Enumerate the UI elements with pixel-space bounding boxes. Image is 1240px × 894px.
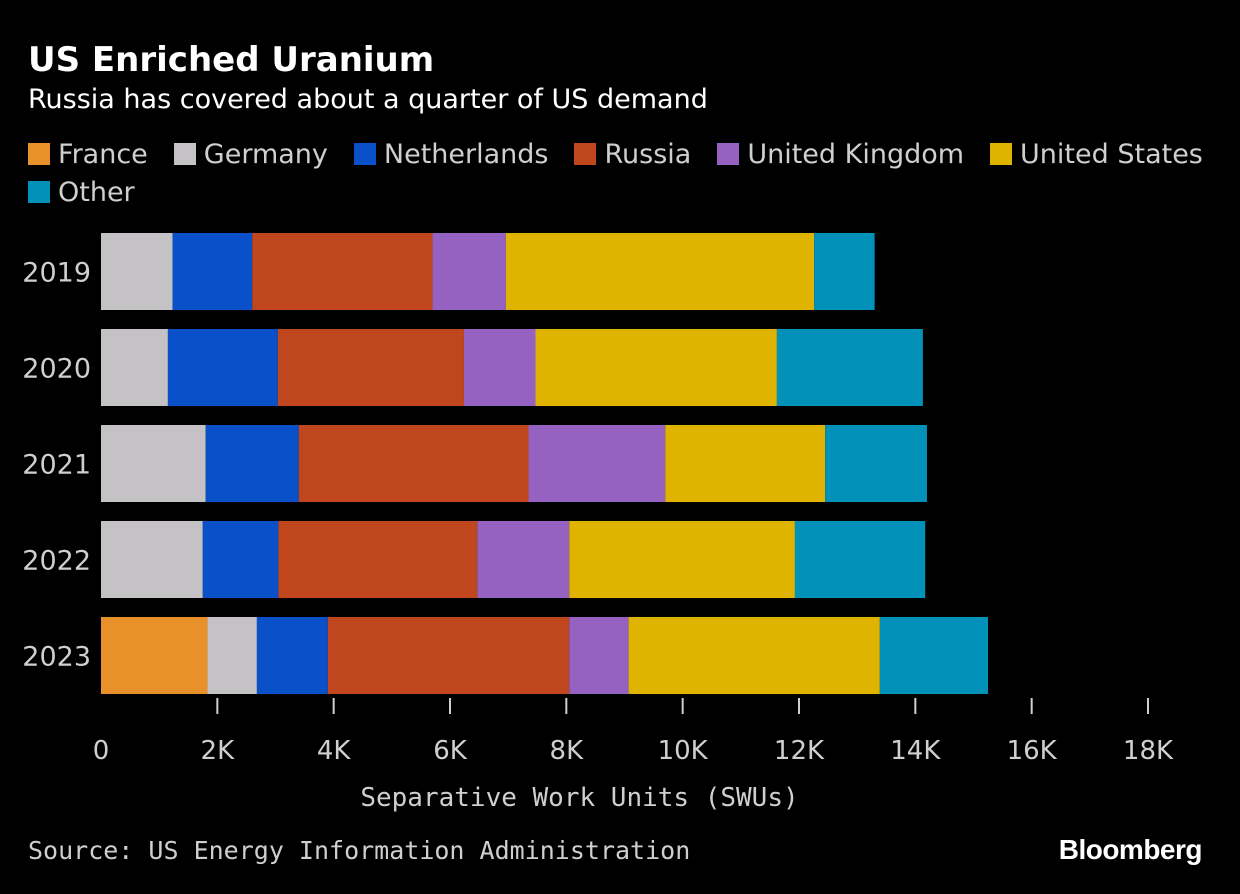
bar-segment-germany-2019 — [101, 233, 173, 310]
bar-group-2019 — [101, 233, 875, 310]
bar-segment-united-states-2022 — [569, 521, 795, 598]
x-tick-label: 6K — [433, 736, 468, 766]
legend-label: France — [58, 138, 148, 170]
legend-swatch — [28, 181, 50, 203]
x-tick-label: 4K — [317, 736, 352, 766]
bar-segment-netherlands-2020 — [167, 329, 278, 406]
x-tick-label: 18K — [1123, 736, 1174, 766]
x-tick-label: 2K — [201, 736, 236, 766]
legend-label: Russia — [604, 138, 692, 170]
bar-group-2021 — [101, 425, 927, 502]
bloomberg-logo: Bloomberg — [1058, 834, 1203, 865]
legend-item-russia: Russia — [574, 138, 691, 170]
legend-label: Netherlands — [383, 138, 549, 170]
bar-segment-other-2019 — [814, 233, 875, 310]
legend-item-united-states: United States — [990, 138, 1203, 170]
legend-item-netherlands: Netherlands — [353, 138, 549, 170]
y-tick-label: 2019 — [22, 258, 91, 289]
bar-group-2023 — [101, 617, 989, 694]
y-tick-label: 2021 — [22, 450, 91, 481]
bar-group-2022 — [101, 521, 926, 598]
legend-item-united-kingdom: United Kingdom — [717, 138, 964, 170]
bar-segment-netherlands-2023 — [256, 617, 328, 694]
y-tick-label: 2020 — [22, 354, 91, 385]
bar-segment-russia-2021 — [298, 425, 529, 502]
legend-label: Other — [58, 176, 135, 208]
chart-legend: France Germany Netherlands Russia United Kin… — [28, 138, 1218, 208]
legend-swatch — [717, 143, 740, 165]
bar-group-2020 — [101, 329, 923, 406]
bar-segment-germany-2021 — [101, 425, 206, 502]
bar-segment-germany-2023 — [207, 617, 257, 694]
chart-subtitle: Russia has covered about a quarter of US… — [28, 84, 708, 115]
legend-swatch — [574, 143, 597, 165]
bar-segment-united-kingdom-2023 — [569, 617, 629, 694]
bar-segment-united-kingdom-2021 — [528, 425, 666, 502]
y-tick-label: 2023 — [22, 642, 91, 673]
bar-segment-netherlands-2022 — [202, 521, 279, 598]
source-note: Source: US Energy Information Administra… — [28, 836, 691, 865]
bar-segment-united-kingdom-2022 — [477, 521, 570, 598]
legend-swatch — [173, 143, 196, 165]
bar-segment-united-states-2019 — [505, 233, 815, 310]
bar-segment-other-2021 — [825, 425, 927, 502]
bar-segment-russia-2020 — [277, 329, 464, 406]
bar-segment-other-2020 — [776, 329, 923, 406]
x-tick-label: 8K — [550, 736, 585, 766]
legend-swatch — [990, 143, 1013, 165]
bar-segment-united-states-2021 — [665, 425, 826, 502]
bar-segment-united-states-2020 — [535, 329, 777, 406]
bar-segment-other-2022 — [794, 521, 926, 598]
bar-segment-russia-2022 — [278, 521, 478, 598]
bar-segment-united-states-2023 — [628, 617, 880, 694]
bar-segment-other-2023 — [879, 617, 989, 694]
legend-item-germany: Germany — [173, 138, 328, 170]
bar-segment-united-kingdom-2019 — [432, 233, 506, 310]
x-tick-label: 14K — [890, 736, 941, 766]
x-tick-label: 10K — [658, 736, 709, 766]
bar-segment-united-kingdom-2020 — [463, 329, 536, 406]
y-tick-label: 2022 — [22, 546, 91, 577]
legend-label: United States — [1020, 138, 1203, 170]
bar-segment-netherlands-2021 — [205, 425, 299, 502]
bar-segment-germany-2020 — [101, 329, 168, 406]
legend-swatch — [353, 143, 376, 165]
x-tick-label: 0 — [93, 736, 110, 766]
legend-label: Germany — [203, 138, 328, 170]
bar-segment-russia-2023 — [327, 617, 570, 694]
x-tick-label: 12K — [774, 736, 825, 766]
legend-label: United Kingdom — [747, 138, 965, 170]
bar-segment-russia-2019 — [252, 233, 433, 310]
legend-swatch — [28, 143, 50, 165]
chart-title: US Enriched Uranium — [28, 40, 435, 80]
x-axis-title: Separative Work Units (SWUs) — [360, 783, 798, 813]
legend-item-france: France — [28, 138, 148, 170]
bar-segment-germany-2022 — [101, 521, 203, 598]
x-tick-label: 16K — [1007, 736, 1058, 766]
bar-segment-netherlands-2019 — [172, 233, 253, 310]
bar-segment-france-2023 — [101, 617, 208, 694]
legend-item-other: Other — [28, 176, 135, 208]
